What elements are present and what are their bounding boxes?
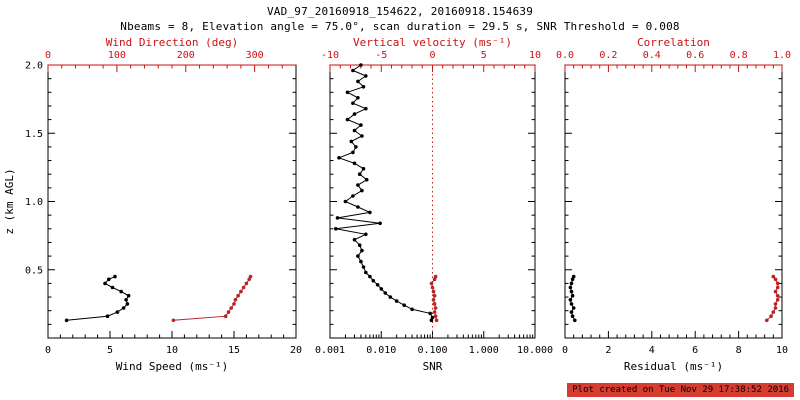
wind-panel-bottom-tick-label: 20 xyxy=(290,345,302,356)
y-axis-title: z (km AGL) xyxy=(3,168,16,234)
residual-panel-top-axis-title: Correlation xyxy=(637,36,710,49)
wind-panel-top-tick-label: 100 xyxy=(108,50,126,61)
snr-panel-top-tick-label: -10 xyxy=(321,50,339,61)
wind-panel: 0 5 10 15 20 Wind Speed (ms⁻¹) 0 100 200 300 Wind … xyxy=(3,36,302,373)
snr-series xyxy=(335,64,434,321)
wind-panel-bottom-tick-label: 10 xyxy=(166,345,178,356)
wind-panel-top-tick-label: 200 xyxy=(177,50,195,61)
residual-panel-bottom-tick-label: 4 xyxy=(649,345,655,356)
snr-panel: 0.001 0.010 0.100 1.000 10.000 SNR -10 -5 0 5 10 Ve… xyxy=(315,36,553,373)
wind-panel-bottom-tick-label: 0 xyxy=(45,345,51,356)
residual-panel-bottom-axis-title: Residual (ms⁻¹) xyxy=(624,360,723,373)
snr-panel-top-axis-title: Vertical velocity (ms⁻¹) xyxy=(353,36,512,49)
figure-subtitle: Nbeams = 8, Elevation angle = 75.0°, sca… xyxy=(120,20,680,33)
wind-direction-series xyxy=(173,276,251,321)
y-tick-label: 2.0 xyxy=(25,61,43,72)
residual-panel-top-tick-label: 1.0 xyxy=(773,50,791,61)
figure-header: VAD_97_20160918_154622, 20160918.154639 … xyxy=(0,0,800,33)
snr-panel-top-tick-label: 10 xyxy=(529,50,541,61)
snr-panel-bottom-axis-title: SNR xyxy=(423,360,443,373)
residual-panel-bottom-tick-label: 6 xyxy=(692,345,698,356)
snr-panel-bottom-tick-label: 0.010 xyxy=(366,345,396,356)
plot-created-timestamp: Plot created on Tue Nov 29 17:38:52 2016 xyxy=(567,383,794,397)
residual-panel-top-tick-label: 0.8 xyxy=(730,50,748,61)
residual-panel-top-tick-label: 0.4 xyxy=(643,50,661,61)
residual-panel-bottom-tick-label: 10 xyxy=(776,345,788,356)
wind-panel-bottom-tick-label: 15 xyxy=(228,345,240,356)
y-tick-label: 1.5 xyxy=(25,129,43,140)
y-tick-label: 0.5 xyxy=(25,265,43,276)
residual-panel-frame xyxy=(564,64,783,339)
wind-panel-bottom-axis-title: Wind Speed (ms⁻¹) xyxy=(116,360,229,373)
residual-panel-bottom-tick-label: 8 xyxy=(736,345,742,356)
residual-panel-top-tick-label: 0.6 xyxy=(686,50,704,61)
residual-panel-bottom-tick-label: 2 xyxy=(605,345,611,356)
wind-speed-series xyxy=(66,276,130,321)
residual-panel: 0 2 4 6 8 10 Residual (ms⁻¹) 0.0 0.2 0.4 0.6 0.8 1.0… xyxy=(556,36,791,373)
snr-panel-top-tick-label: 0 xyxy=(429,50,435,61)
residual-panel-bottom-tick-label: 0 xyxy=(562,345,568,356)
snr-panel-bottom-tick-label: 10.000 xyxy=(517,345,553,356)
snr-panel-top-tick-label: 5 xyxy=(481,50,487,61)
wind-panel-top-tick-label: 0 xyxy=(45,50,51,61)
wind-panel-top-axis-title: Wind Direction (deg) xyxy=(106,36,238,49)
snr-panel-bottom-tick-label: 0.100 xyxy=(417,345,447,356)
snr-panel-bottom-tick-label: 1.000 xyxy=(469,345,499,356)
residual-panel-top-tick-label: 0.0 xyxy=(556,50,574,61)
wind-panel-top-tick-label: 300 xyxy=(246,50,264,61)
wind-panel-frame xyxy=(47,64,297,339)
snr-panel-bottom-tick-label: 0.001 xyxy=(315,345,345,356)
y-tick-label: 1.0 xyxy=(25,197,43,208)
snr-panel-top-tick-label: -5 xyxy=(375,50,387,61)
figure-title: VAD_97_20160918_154622, 20160918.154639 xyxy=(266,5,534,18)
residual-panel-top-tick-label: 0.2 xyxy=(599,50,617,61)
wind-panel-bottom-tick-label: 5 xyxy=(107,345,113,356)
